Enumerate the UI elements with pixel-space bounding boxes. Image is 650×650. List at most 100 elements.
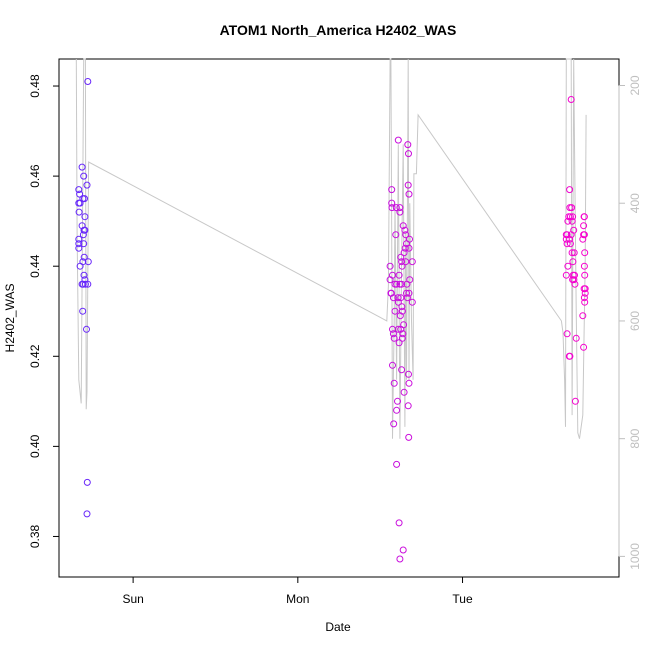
data-point bbox=[580, 231, 588, 239]
data-point bbox=[572, 334, 580, 342]
data-point bbox=[580, 343, 588, 351]
data-point bbox=[404, 402, 412, 410]
data-point bbox=[580, 213, 588, 221]
data-point bbox=[395, 519, 403, 527]
data-point bbox=[389, 271, 396, 279]
data-point bbox=[396, 555, 404, 563]
data-point bbox=[570, 276, 578, 284]
data-point bbox=[390, 334, 398, 342]
data-point bbox=[569, 213, 577, 221]
data-point bbox=[398, 258, 406, 266]
data-point bbox=[395, 271, 403, 279]
data-point bbox=[405, 370, 412, 378]
data-points-group bbox=[75, 78, 589, 563]
data-point bbox=[75, 244, 83, 252]
data-point bbox=[392, 204, 400, 212]
data-point bbox=[81, 213, 89, 221]
data-point bbox=[400, 388, 408, 396]
pressure-line-group bbox=[75, 58, 587, 439]
data-point bbox=[394, 294, 402, 302]
data-point bbox=[401, 244, 409, 252]
data-point bbox=[80, 240, 88, 248]
data-point bbox=[581, 285, 589, 293]
data-point bbox=[562, 271, 570, 279]
data-point bbox=[390, 420, 398, 428]
data-point bbox=[81, 195, 88, 203]
data-point bbox=[79, 231, 87, 239]
data-point bbox=[570, 249, 578, 257]
y-axis-right: 200 400 600 800 1000 bbox=[618, 75, 642, 570]
x-axis: Sun Mon Tue bbox=[122, 576, 473, 606]
x-tick-label: Tue bbox=[452, 592, 473, 606]
y-tick-label-right: 400 bbox=[628, 193, 642, 213]
data-point bbox=[580, 222, 588, 230]
y-tick-label-left: 0.42 bbox=[28, 344, 42, 368]
y-tick-label-left: 0.48 bbox=[28, 74, 42, 98]
data-point bbox=[405, 289, 413, 297]
data-point bbox=[75, 186, 83, 194]
data-point bbox=[581, 289, 589, 297]
data-point bbox=[396, 208, 404, 216]
y-axis-label: H2402_WAS bbox=[3, 284, 17, 353]
data-point bbox=[402, 258, 410, 266]
data-point bbox=[80, 271, 88, 279]
data-point bbox=[399, 330, 407, 338]
data-point bbox=[579, 235, 587, 243]
data-point bbox=[83, 478, 91, 486]
data-point bbox=[81, 280, 89, 288]
data-point bbox=[405, 150, 412, 158]
data-point bbox=[75, 240, 83, 248]
data-point bbox=[390, 379, 398, 387]
data-point bbox=[402, 231, 410, 239]
data-point bbox=[406, 276, 414, 284]
x-tick-label: Mon bbox=[286, 592, 309, 606]
data-point bbox=[386, 262, 394, 270]
data-point bbox=[581, 249, 589, 257]
data-point bbox=[393, 460, 401, 468]
data-point bbox=[400, 249, 408, 257]
data-point bbox=[405, 244, 413, 252]
data-point bbox=[388, 199, 396, 207]
data-point bbox=[398, 334, 406, 342]
data-point bbox=[396, 312, 404, 320]
data-point bbox=[80, 172, 88, 180]
data-point bbox=[398, 366, 406, 374]
data-point bbox=[581, 298, 589, 306]
data-point bbox=[568, 204, 576, 212]
data-point bbox=[84, 258, 92, 266]
data-point bbox=[399, 222, 407, 230]
data-point bbox=[580, 294, 588, 302]
y-axis-left: 0.38 0.40 0.42 0.44 0.46 0.48 bbox=[28, 74, 60, 548]
y-tick-label-right: 600 bbox=[628, 311, 642, 331]
data-point bbox=[567, 96, 575, 103]
data-point bbox=[566, 235, 574, 243]
data-point bbox=[83, 181, 91, 189]
data-point bbox=[388, 204, 396, 212]
data-point bbox=[389, 330, 397, 338]
data-point bbox=[83, 325, 90, 333]
x-tick-label: Sun bbox=[122, 592, 143, 606]
data-point bbox=[398, 303, 406, 311]
data-point bbox=[389, 361, 396, 369]
data-point bbox=[392, 231, 400, 239]
data-point bbox=[83, 510, 91, 518]
data-point bbox=[408, 258, 416, 266]
pressure-line-0 bbox=[75, 58, 587, 439]
data-point bbox=[395, 339, 403, 347]
data-point bbox=[566, 240, 574, 248]
data-point bbox=[401, 226, 409, 234]
data-point bbox=[84, 280, 92, 288]
data-point bbox=[569, 258, 577, 266]
data-point bbox=[405, 379, 413, 387]
y-tick-label-right: 200 bbox=[628, 75, 642, 95]
data-point bbox=[566, 352, 574, 360]
data-point bbox=[581, 271, 589, 279]
data-point bbox=[397, 253, 405, 261]
data-point bbox=[394, 397, 401, 405]
data-point bbox=[562, 235, 570, 243]
data-point bbox=[406, 235, 413, 243]
data-point bbox=[79, 280, 87, 288]
data-point bbox=[568, 217, 576, 225]
data-point bbox=[76, 190, 84, 198]
